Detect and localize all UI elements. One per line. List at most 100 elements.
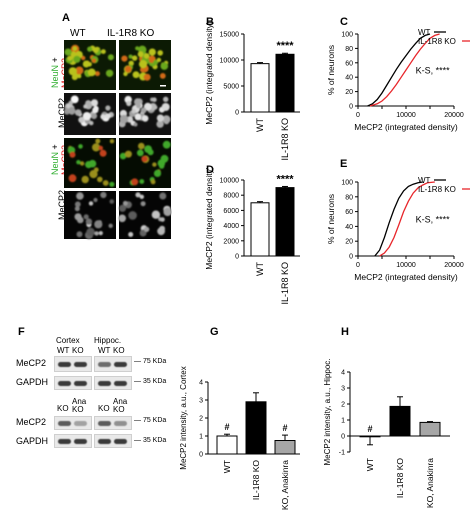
nucleus (132, 55, 138, 61)
nucleus (137, 51, 144, 58)
y-tick-label: 8000 (223, 193, 239, 200)
band (58, 381, 71, 386)
nucleus (90, 112, 98, 120)
y-tick-label: 3 (199, 398, 203, 405)
wb-lane-b3: KO (98, 404, 110, 413)
nucleus (159, 73, 166, 79)
y-tick-label: 4 (199, 380, 203, 387)
y-tick-label: 0 (199, 452, 203, 459)
band (114, 439, 127, 444)
nucleus (141, 115, 149, 122)
nucleus (135, 46, 140, 51)
nucleus (160, 154, 169, 163)
nucleus (118, 204, 127, 212)
panel-d-letter: D (206, 164, 214, 176)
nucleus (153, 59, 159, 65)
microscopy-grid (64, 40, 172, 240)
category-label: WT (222, 460, 232, 473)
nucleus (76, 231, 83, 238)
category-label: IL-1R8 KO (280, 262, 290, 305)
nucleus (148, 48, 156, 56)
wb-kda-75-1: — 75 KDa (134, 358, 167, 365)
y-tick-label: 100 (341, 32, 353, 39)
y-tick-label: 5000 (223, 84, 239, 91)
wb-kda-35-2: — 35 KDa (134, 437, 167, 444)
band (74, 381, 87, 386)
nucleus (109, 181, 115, 187)
scale-bar (160, 85, 166, 87)
nucleus (102, 180, 109, 186)
nucleus (98, 231, 103, 236)
nucleus (156, 57, 162, 63)
y-tick-label: 3 (341, 386, 345, 393)
legend-label: WT (418, 176, 431, 185)
nucleus (82, 112, 92, 121)
nucleus (89, 170, 98, 179)
nucleus (128, 211, 137, 220)
x-tick-label: 10000 (396, 262, 416, 269)
bar (389, 405, 411, 437)
nucleus (163, 96, 169, 102)
nucleus (118, 214, 126, 223)
panel-a-header-wt: WT (70, 28, 86, 39)
plus-text: + (50, 57, 60, 65)
nucleus (81, 55, 86, 61)
series-line (374, 181, 423, 257)
nucleus (78, 144, 83, 149)
y-tick-label: 40 (345, 75, 353, 82)
bar (359, 435, 381, 438)
chart-e: 0 20 40 60 80 100 0 10000 20000 MeCP2 (integrated… (326, 176, 470, 282)
wb-group-hippoc: Hippoc. (94, 336, 122, 345)
significance-annotation: # (282, 423, 287, 433)
nucleus (92, 47, 99, 53)
wb-blot-mecp2-hippoc (94, 356, 132, 372)
nucleus (64, 48, 72, 56)
category-label: WT (255, 262, 265, 276)
bar (245, 401, 267, 455)
wb-lane-1: WT (57, 346, 70, 355)
y-tick-label: 40 (345, 224, 353, 231)
nucleus (153, 169, 162, 177)
wb-blot-mecp2-2a (54, 416, 92, 430)
nucleus (160, 62, 169, 70)
wb-group-cortex: Cortex (56, 336, 80, 345)
band (74, 439, 87, 444)
wb-blot-mecp2-2b (94, 416, 132, 430)
y-tick-label: 15000 (220, 32, 240, 39)
nucleus (68, 107, 76, 115)
nucleus (88, 159, 97, 168)
band (98, 381, 111, 386)
nucleus (162, 140, 171, 149)
bar (419, 421, 441, 437)
chart-d: 0 2000 4000 6000 8000 10000 MeCP2 (integrated … (204, 168, 300, 305)
band (58, 439, 71, 444)
nucleus (67, 55, 73, 61)
nucleus (97, 176, 103, 183)
nucleus (128, 54, 133, 59)
legend-label: IL-1R8 KO (418, 37, 456, 46)
nucleus (163, 207, 172, 217)
nucleus (159, 192, 167, 200)
nucleus (70, 95, 79, 104)
panel-a-letter: A (62, 12, 70, 24)
nucleus (68, 174, 77, 183)
nucleus (143, 53, 150, 59)
wb-lane-b1: KO (57, 404, 69, 413)
x-tick-label: 0 (356, 262, 360, 269)
nucleus (76, 160, 81, 165)
nucleus (108, 223, 113, 228)
y-axis-label: % of neurons (326, 194, 336, 244)
wb-blot-gapdh-2a (54, 434, 92, 448)
category-label: IL-1R8 KO, Anakinra (280, 460, 290, 510)
bar (274, 440, 296, 455)
nucleus (74, 109, 82, 116)
category-label: WT (255, 118, 265, 132)
y-tick-label: 80 (345, 46, 353, 53)
nucleus (92, 143, 101, 152)
ks-annotation: K-S, **** (416, 66, 451, 76)
y-axis-label: % of neurons (326, 45, 336, 95)
nucleus (119, 152, 127, 160)
x-axis-label: MeCP2 (integrated density) (354, 122, 458, 132)
panel-f-letter: F (18, 326, 25, 338)
nucleus (131, 178, 139, 186)
